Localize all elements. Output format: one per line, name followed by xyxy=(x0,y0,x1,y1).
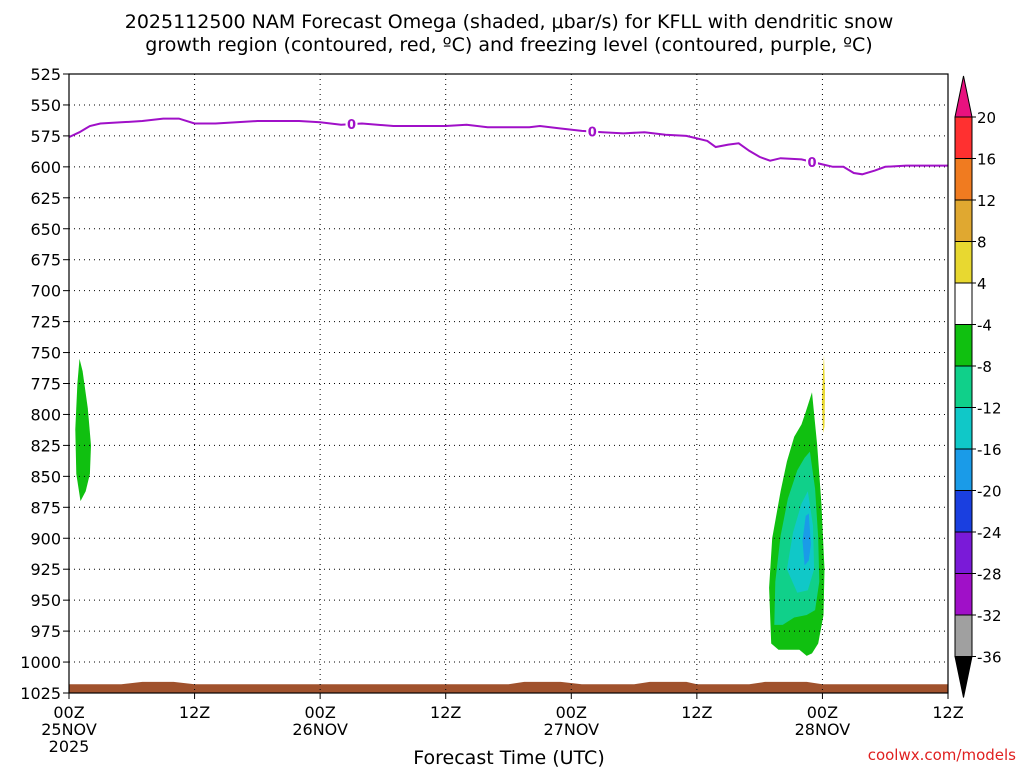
x-tick-label: 00Z xyxy=(304,703,335,722)
x-tick-label: 00Z xyxy=(556,703,587,722)
freezing-level-label-bg xyxy=(345,117,358,132)
grid xyxy=(69,74,948,693)
x-tick-label: 26NOV xyxy=(292,720,348,739)
chart-title-line1: 2025112500 NAM Forecast Omega (shaded, μ… xyxy=(125,11,894,33)
colorbar-label: 4 xyxy=(977,275,987,293)
y-tick-label: 850 xyxy=(30,467,61,486)
terrain-fill xyxy=(69,681,948,693)
x-tick-label: 2025 xyxy=(49,737,90,756)
colorbar-segment xyxy=(954,448,973,491)
freezing-level-label: 0 xyxy=(588,126,597,141)
colorbar-segment xyxy=(954,531,973,574)
x-tick-label: 12Z xyxy=(430,703,461,722)
colorbar-label: -16 xyxy=(977,441,1002,459)
colorbar-segment xyxy=(954,158,973,201)
colorbar-segment xyxy=(954,490,973,533)
y-tick-label: 925 xyxy=(30,560,61,579)
x-tick-label: 12Z xyxy=(179,703,210,722)
colorbar-bottom-arrow xyxy=(954,656,973,698)
freezing-level-label-bg xyxy=(805,154,818,169)
colorbar-segment xyxy=(954,324,973,367)
colorbar-label: 20 xyxy=(977,109,996,127)
colorbar: 20 16 12 8 4 -4 -8 -12 -16 -20 -24 -28 -32 -36 xyxy=(954,75,1002,698)
y-tick-label: 725 xyxy=(30,313,61,332)
x-tick-label: 28NOV xyxy=(795,720,851,739)
colorbar-segment xyxy=(954,407,973,450)
y-tick-label: 550 xyxy=(30,96,61,115)
colorbar-label: 16 xyxy=(977,151,996,169)
omega-shading xyxy=(75,355,825,656)
x-tick-label: 27NOV xyxy=(543,720,599,739)
credit[interactable]: coolwx.com/models xyxy=(868,746,1016,764)
y-tick-label: 950 xyxy=(30,591,61,610)
colorbar-segment xyxy=(954,116,973,159)
x-axis-label: Forecast Time (UTC) xyxy=(413,747,604,768)
omega-green-early xyxy=(75,358,91,502)
y-tick-label: 675 xyxy=(30,251,61,270)
colorbar-label: 12 xyxy=(977,192,996,210)
y-tick-label: 1000 xyxy=(20,653,61,672)
x-tick-label: 00Z xyxy=(807,703,838,722)
y-tick-label: 525 xyxy=(30,65,61,84)
colorbar-segment xyxy=(954,614,973,657)
y-tick-label: 800 xyxy=(30,405,61,424)
colorbar-label: -28 xyxy=(977,566,1002,584)
colorbar-label: -32 xyxy=(977,607,1002,625)
y-tick-label: 900 xyxy=(30,529,61,548)
y-tick-label: 625 xyxy=(30,189,61,208)
x-tick-label: 25NOV xyxy=(41,720,97,739)
freezing-level-label: 0 xyxy=(347,118,356,133)
colorbar-label: -4 xyxy=(977,317,992,335)
terrain xyxy=(69,681,948,693)
freezing-level-label: 0 xyxy=(807,156,816,171)
y-tick-label: 975 xyxy=(30,622,61,641)
x-tick-label: 00Z xyxy=(53,703,84,722)
colorbar-label: -12 xyxy=(977,400,1002,418)
colorbar-segment xyxy=(954,282,973,325)
colorbar-label: -36 xyxy=(977,649,1002,667)
colorbar-label: -24 xyxy=(977,524,1002,542)
y-tick-label: 575 xyxy=(30,127,61,146)
omega-yellow-late xyxy=(821,355,825,433)
y-tick-label: 700 xyxy=(30,282,61,301)
colorbar-segment xyxy=(954,241,973,284)
colorbar-segment xyxy=(954,365,973,408)
y-tick-label: 875 xyxy=(30,498,61,517)
colorbar-label: -20 xyxy=(977,483,1002,501)
freezing-level-label-bg xyxy=(586,124,599,139)
x-tick-label: 12Z xyxy=(932,703,963,722)
y-tick-label: 825 xyxy=(30,436,61,455)
y-tick-label: 650 xyxy=(30,220,61,239)
y-tick-label: 750 xyxy=(30,344,61,363)
colorbar-segment xyxy=(954,199,973,242)
y-axis: 525 550 575 600 625 650 675 700 725 750 775 800 825 8… xyxy=(20,65,69,703)
y-tick-label: 775 xyxy=(30,375,61,394)
colorbar-label: -8 xyxy=(977,358,992,376)
freezing-level-contour: 0 0 0 xyxy=(68,117,948,176)
x-tick-label: 12Z xyxy=(681,703,712,722)
colorbar-segment xyxy=(954,573,973,616)
colorbar-label: 8 xyxy=(977,234,987,252)
y-tick-label: 1025 xyxy=(20,684,61,703)
omega-blue-late xyxy=(802,513,811,566)
colorbar-top-arrow xyxy=(954,75,973,118)
chart-title-line2: growth region (contoured, red, ºC) and f… xyxy=(145,34,872,56)
y-tick-label: 600 xyxy=(30,158,61,177)
